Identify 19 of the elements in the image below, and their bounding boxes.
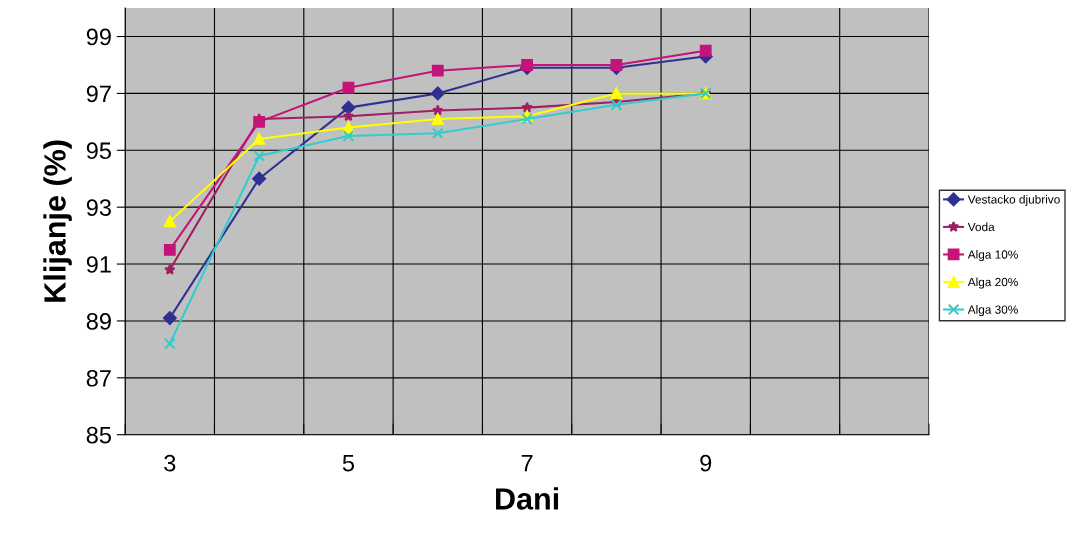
y-tick-label: 85 <box>86 426 111 444</box>
y-tick-label: 93 <box>86 199 111 216</box>
x-axis-title: Dani <box>496 487 559 510</box>
y-axis-title: Klijanje (%) <box>43 140 72 302</box>
legend-label: Alga 20% <box>967 277 1018 289</box>
x-tick-label: 9 <box>700 454 712 472</box>
y-tick-label: 97 <box>86 85 111 103</box>
x-tick-label: 5 <box>342 455 355 472</box>
legend-label: Voda <box>967 222 995 232</box>
y-tick-label: 89 <box>86 313 111 330</box>
y-tick-label: 87 <box>86 369 111 387</box>
x-tick-label: 7 <box>521 455 533 472</box>
legend-label: Vestacko djubrivo <box>967 194 1060 206</box>
y-tick-label: 99 <box>86 28 111 46</box>
legend-label: Alga 10% <box>967 250 1018 262</box>
x-tick-label: 3 <box>164 454 176 472</box>
y-tick-label: 91 <box>86 256 111 273</box>
y-tick-label: 95 <box>86 142 111 160</box>
legend-label: Alga 30% <box>967 305 1018 317</box>
